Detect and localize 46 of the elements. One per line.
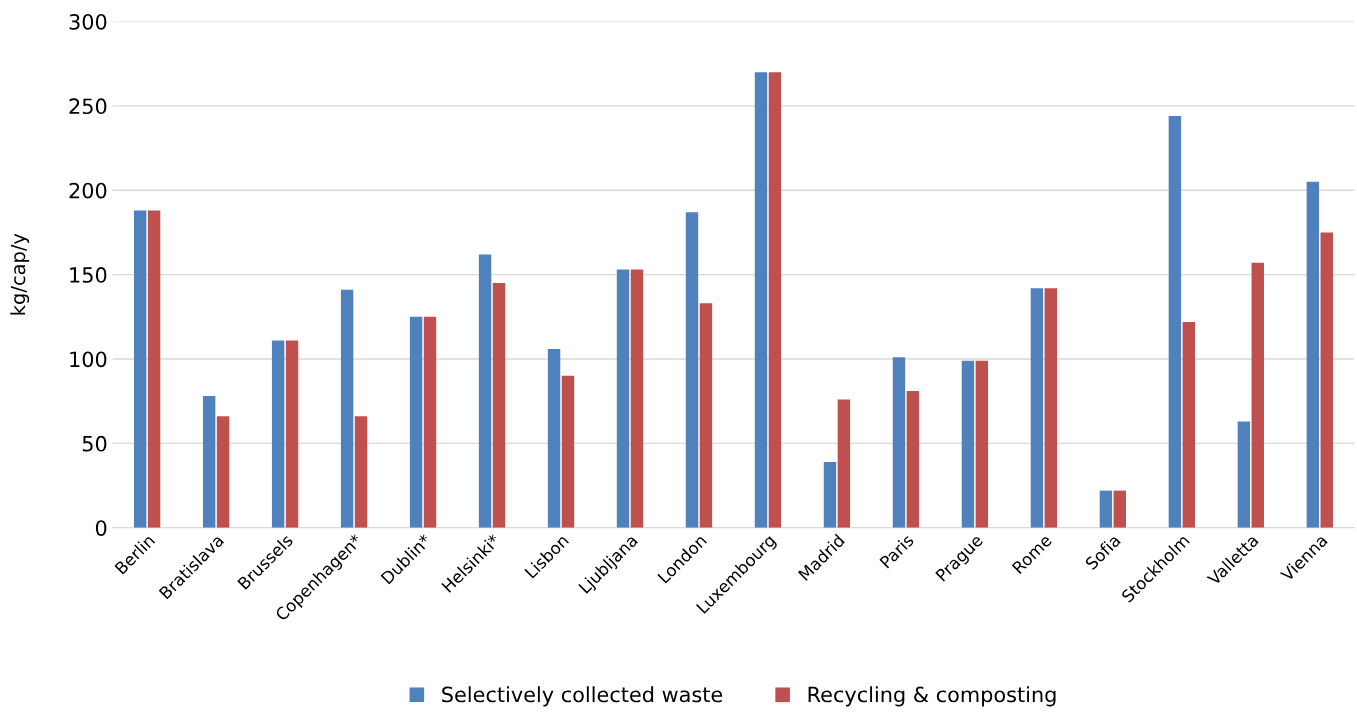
bar xyxy=(1168,116,1182,528)
bar xyxy=(892,357,906,528)
bar xyxy=(1320,232,1333,528)
bar xyxy=(823,461,837,528)
bar xyxy=(271,340,285,528)
bar xyxy=(147,210,161,528)
legend-label: Recycling & composting xyxy=(808,686,1056,707)
bar xyxy=(616,269,630,528)
bar xyxy=(133,210,147,528)
bar xyxy=(685,212,699,528)
y-tick-label: 300 xyxy=(69,13,107,30)
bar xyxy=(1113,490,1127,528)
bar xyxy=(423,316,437,528)
bar xyxy=(906,391,920,528)
bar xyxy=(547,348,561,528)
bar xyxy=(1030,288,1044,528)
bar xyxy=(754,72,768,528)
bar xyxy=(1099,490,1113,528)
bar xyxy=(837,399,851,528)
bar xyxy=(1306,181,1320,528)
bar xyxy=(699,303,713,528)
y-tick-label: 50 xyxy=(82,435,107,452)
y-axis-title: kg/cap/y xyxy=(10,233,30,315)
y-tick-label: 250 xyxy=(69,98,107,115)
bar xyxy=(285,340,299,528)
bar xyxy=(561,375,575,528)
bar xyxy=(492,283,506,528)
legend-label: Selectively collected waste xyxy=(442,686,723,707)
y-tick-label: 150 xyxy=(70,267,107,283)
bar xyxy=(202,396,216,528)
bar xyxy=(340,289,354,528)
bar xyxy=(961,360,975,528)
y-tick-label: 0 xyxy=(95,520,107,536)
bar xyxy=(630,269,644,528)
bar xyxy=(478,254,492,528)
bar xyxy=(768,72,782,528)
bar xyxy=(409,316,423,528)
bar xyxy=(1251,262,1264,528)
bar xyxy=(1237,421,1251,528)
bar xyxy=(1044,288,1058,528)
y-tick-label: 200 xyxy=(69,182,107,199)
bar xyxy=(216,416,230,528)
bar xyxy=(1182,321,1195,528)
bar xyxy=(354,416,368,528)
bar xyxy=(975,360,989,528)
y-tick-label: 100 xyxy=(70,351,107,368)
